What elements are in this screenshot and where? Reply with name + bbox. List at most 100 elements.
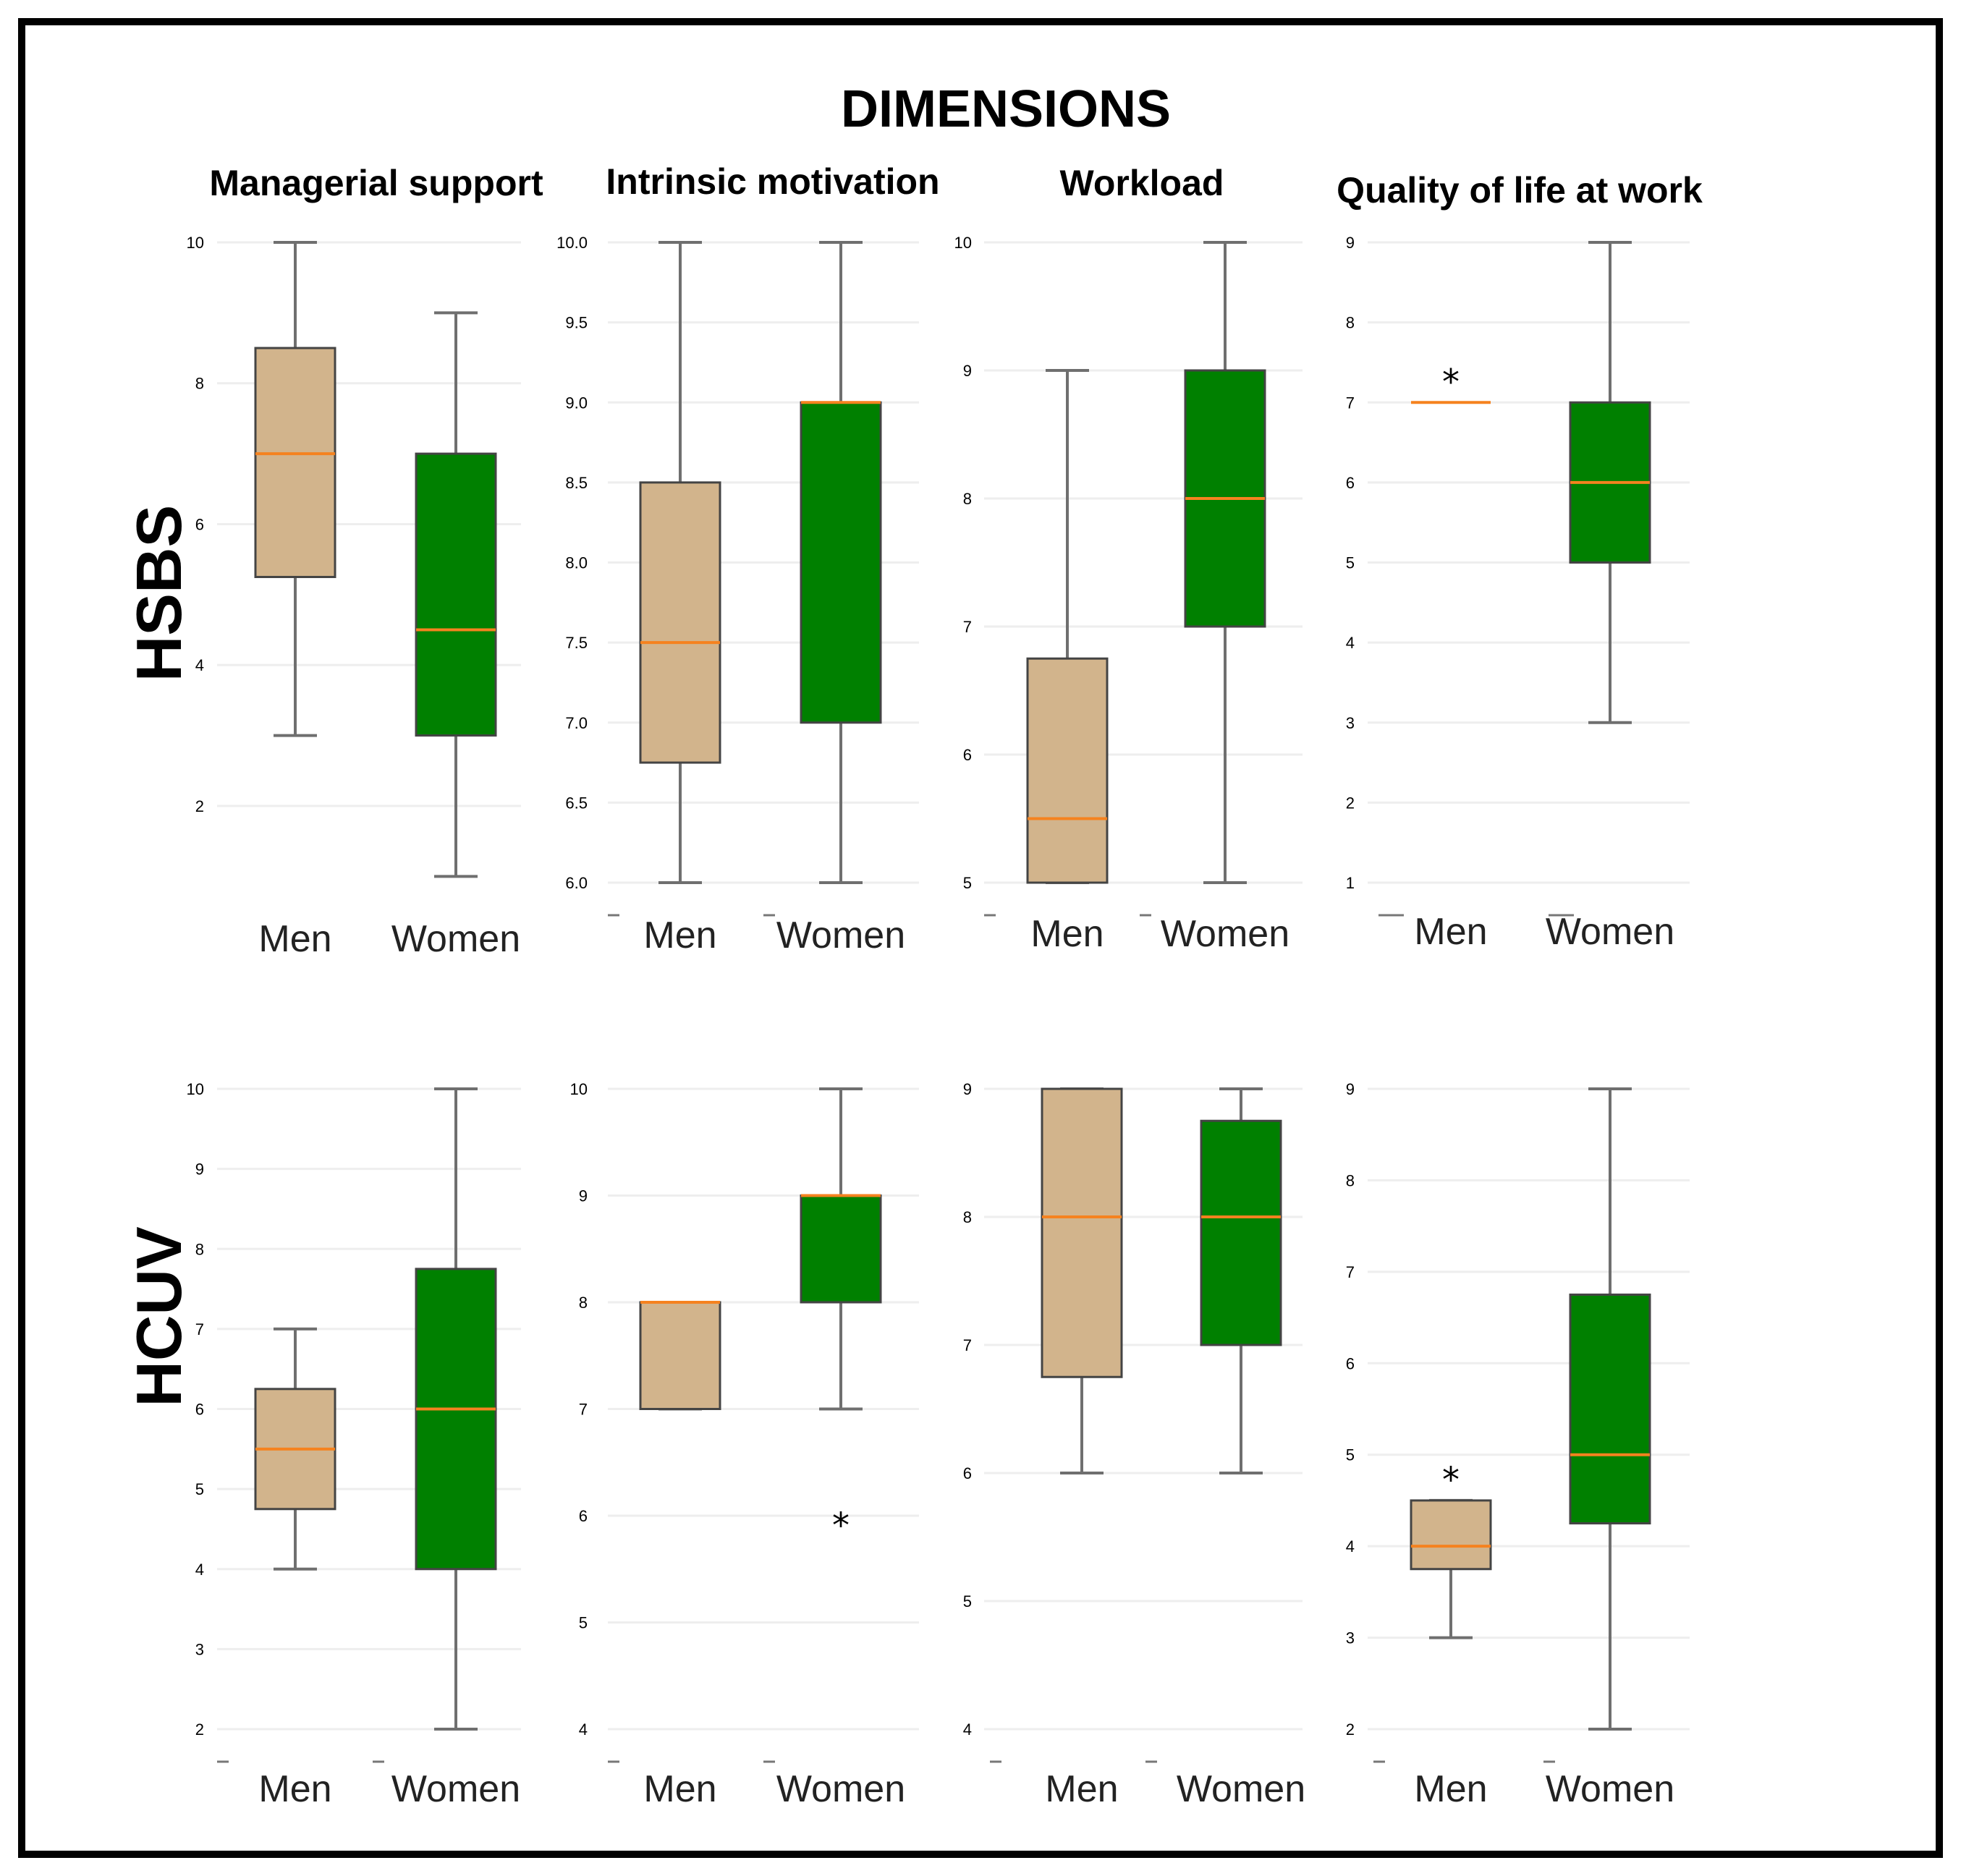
dimension-title-intrinsic-motivation: Intrinsic motivation [606,161,939,202]
y-tick-label: 2 [1346,794,1355,812]
y-tick-label: 8 [195,1240,204,1258]
category-label-men: Men [643,1768,716,1810]
y-tick-label: 6.5 [565,794,588,812]
y-tick-label: 8 [579,1294,588,1312]
men-box [639,1301,721,1410]
y-tick-label: 4 [579,1720,588,1739]
y-tick-label: 6 [963,1464,972,1482]
y-tick-label: 8 [1346,314,1355,332]
category-label-women: Women [1177,1768,1305,1810]
y-tick-label: 7 [195,1320,204,1338]
y-tick-label: 9 [579,1187,588,1205]
panel-hcuv-7: 2 3 4 5 6 7 8 9 * Men Women [1346,1080,1690,1810]
panel-hcuv-6: 4 5 6 7 8 9 Men Women [963,1080,1305,1810]
y-tick-label: 9.5 [565,314,588,332]
men-box [1026,657,1109,884]
men-box [254,347,336,578]
y-tick-label: 10 [954,234,972,252]
men-significance-marker: * [1442,362,1460,402]
y-tick-label: 1 [1346,874,1355,892]
women-box [1200,1119,1282,1346]
y-tick-label: 3 [1346,714,1355,732]
row-label-hsbs: HSBS [123,505,195,682]
y-tick-label: 4 [195,1561,204,1579]
panel-hsbs-2: 5 6 7 8 9 10 Men Women [954,234,1303,955]
y-tick-label: 5 [963,874,972,892]
y-tick-label: 8.0 [565,554,588,572]
category-label-women: Women [776,914,905,956]
row-label-hcuv: HCUV [123,1226,195,1407]
panel-hsbs-3: 1 2 3 4 5 6 7 8 9 * Men Women [1346,234,1690,953]
category-label-women: Women [1546,911,1674,953]
y-tick-label: 7 [1346,394,1355,412]
y-tick-label: 7 [963,1336,972,1354]
category-label-men: Men [1414,1768,1487,1810]
women-box [1569,1293,1651,1525]
women-box [415,452,497,737]
category-label-women: Women [1161,913,1289,955]
y-tick-label: 2 [195,797,204,815]
y-tick-label: 9 [963,1080,972,1098]
y-tick-label: 5 [579,1614,588,1632]
y-tick-label: 8 [1346,1171,1355,1189]
figure-frame [18,18,1943,1858]
y-tick-label: 6.0 [565,874,588,892]
y-tick-label: 3 [1346,1629,1355,1647]
category-label-men: Men [258,1768,331,1810]
y-tick-label: 9 [963,362,972,380]
men-box [1410,1499,1492,1571]
category-label-men: Men [643,914,716,956]
y-tick-label: 9 [1346,234,1355,252]
y-tick-label: 10 [187,1080,204,1098]
y-tick-label: 9 [195,1160,204,1179]
y-tick-label: 7.5 [565,634,588,652]
y-tick-label: 2 [195,1720,204,1739]
category-label-men: Men [1045,1768,1118,1810]
men-box [639,481,721,764]
panel-hcuv-5: 4 5 6 7 8 9 10 Men * Women [570,1080,919,1810]
y-tick-label: 8 [195,375,204,393]
y-tick-label: 4 [195,656,204,674]
y-tick-label: 4 [963,1720,972,1739]
y-tick-label: 8 [963,1208,972,1226]
panel-hsbs-1: 6.0 6.5 7.0 7.5 8.0 8.5 9.0 9.5 10.0 Men Women [556,234,919,956]
women-outlier-marker: * [832,1506,850,1546]
women-box [800,401,882,724]
category-label-women: Women [391,1768,520,1810]
men-significance-marker: * [1442,1460,1460,1501]
y-tick-label: 7.0 [565,714,588,732]
panel-hcuv-4: 2 3 4 5 6 7 8 9 10 Men Women [187,1080,521,1810]
panel-hsbs-0: 2 4 6 8 10 Men Women [187,234,521,960]
category-label-women: Women [391,918,520,960]
y-tick-label: 8.5 [565,474,588,492]
dimension-title-workload: Workload [1060,163,1224,203]
y-tick-label: 5 [1346,554,1355,572]
y-tick-label: 9 [1346,1080,1355,1098]
y-tick-label: 10 [570,1080,588,1098]
category-label-men: Men [1030,913,1104,955]
y-tick-label: 2 [1346,1720,1355,1739]
y-tick-label: 4 [1346,1537,1355,1555]
y-tick-label: 7 [579,1401,588,1419]
women-box [415,1268,497,1571]
category-label-men: Men [258,918,331,960]
category-label-men: Men [1414,911,1487,953]
y-tick-label: 4 [1346,634,1355,652]
y-tick-label: 8 [963,490,972,508]
y-tick-label: 6 [195,515,204,533]
y-tick-label: 6 [1346,1354,1355,1372]
category-label-women: Women [776,1768,905,1810]
category-label-women: Women [1546,1768,1674,1810]
y-tick-label: 10 [187,234,204,252]
y-tick-label: 10.0 [556,234,588,252]
y-tick-label: 5 [1346,1446,1355,1464]
y-tick-label: 6 [195,1401,204,1419]
y-tick-label: 5 [195,1480,204,1498]
y-tick-label: 9.0 [565,394,588,412]
men-box [1041,1087,1123,1378]
women-box [800,1194,882,1304]
y-tick-label: 6 [579,1507,588,1525]
panels: 2 4 6 8 10 Men Women 6.0 6.5 7.0 7.5 8.0 8.5 9.0 9.5 10… [187,234,1690,1810]
y-tick-label: 5 [963,1592,972,1610]
